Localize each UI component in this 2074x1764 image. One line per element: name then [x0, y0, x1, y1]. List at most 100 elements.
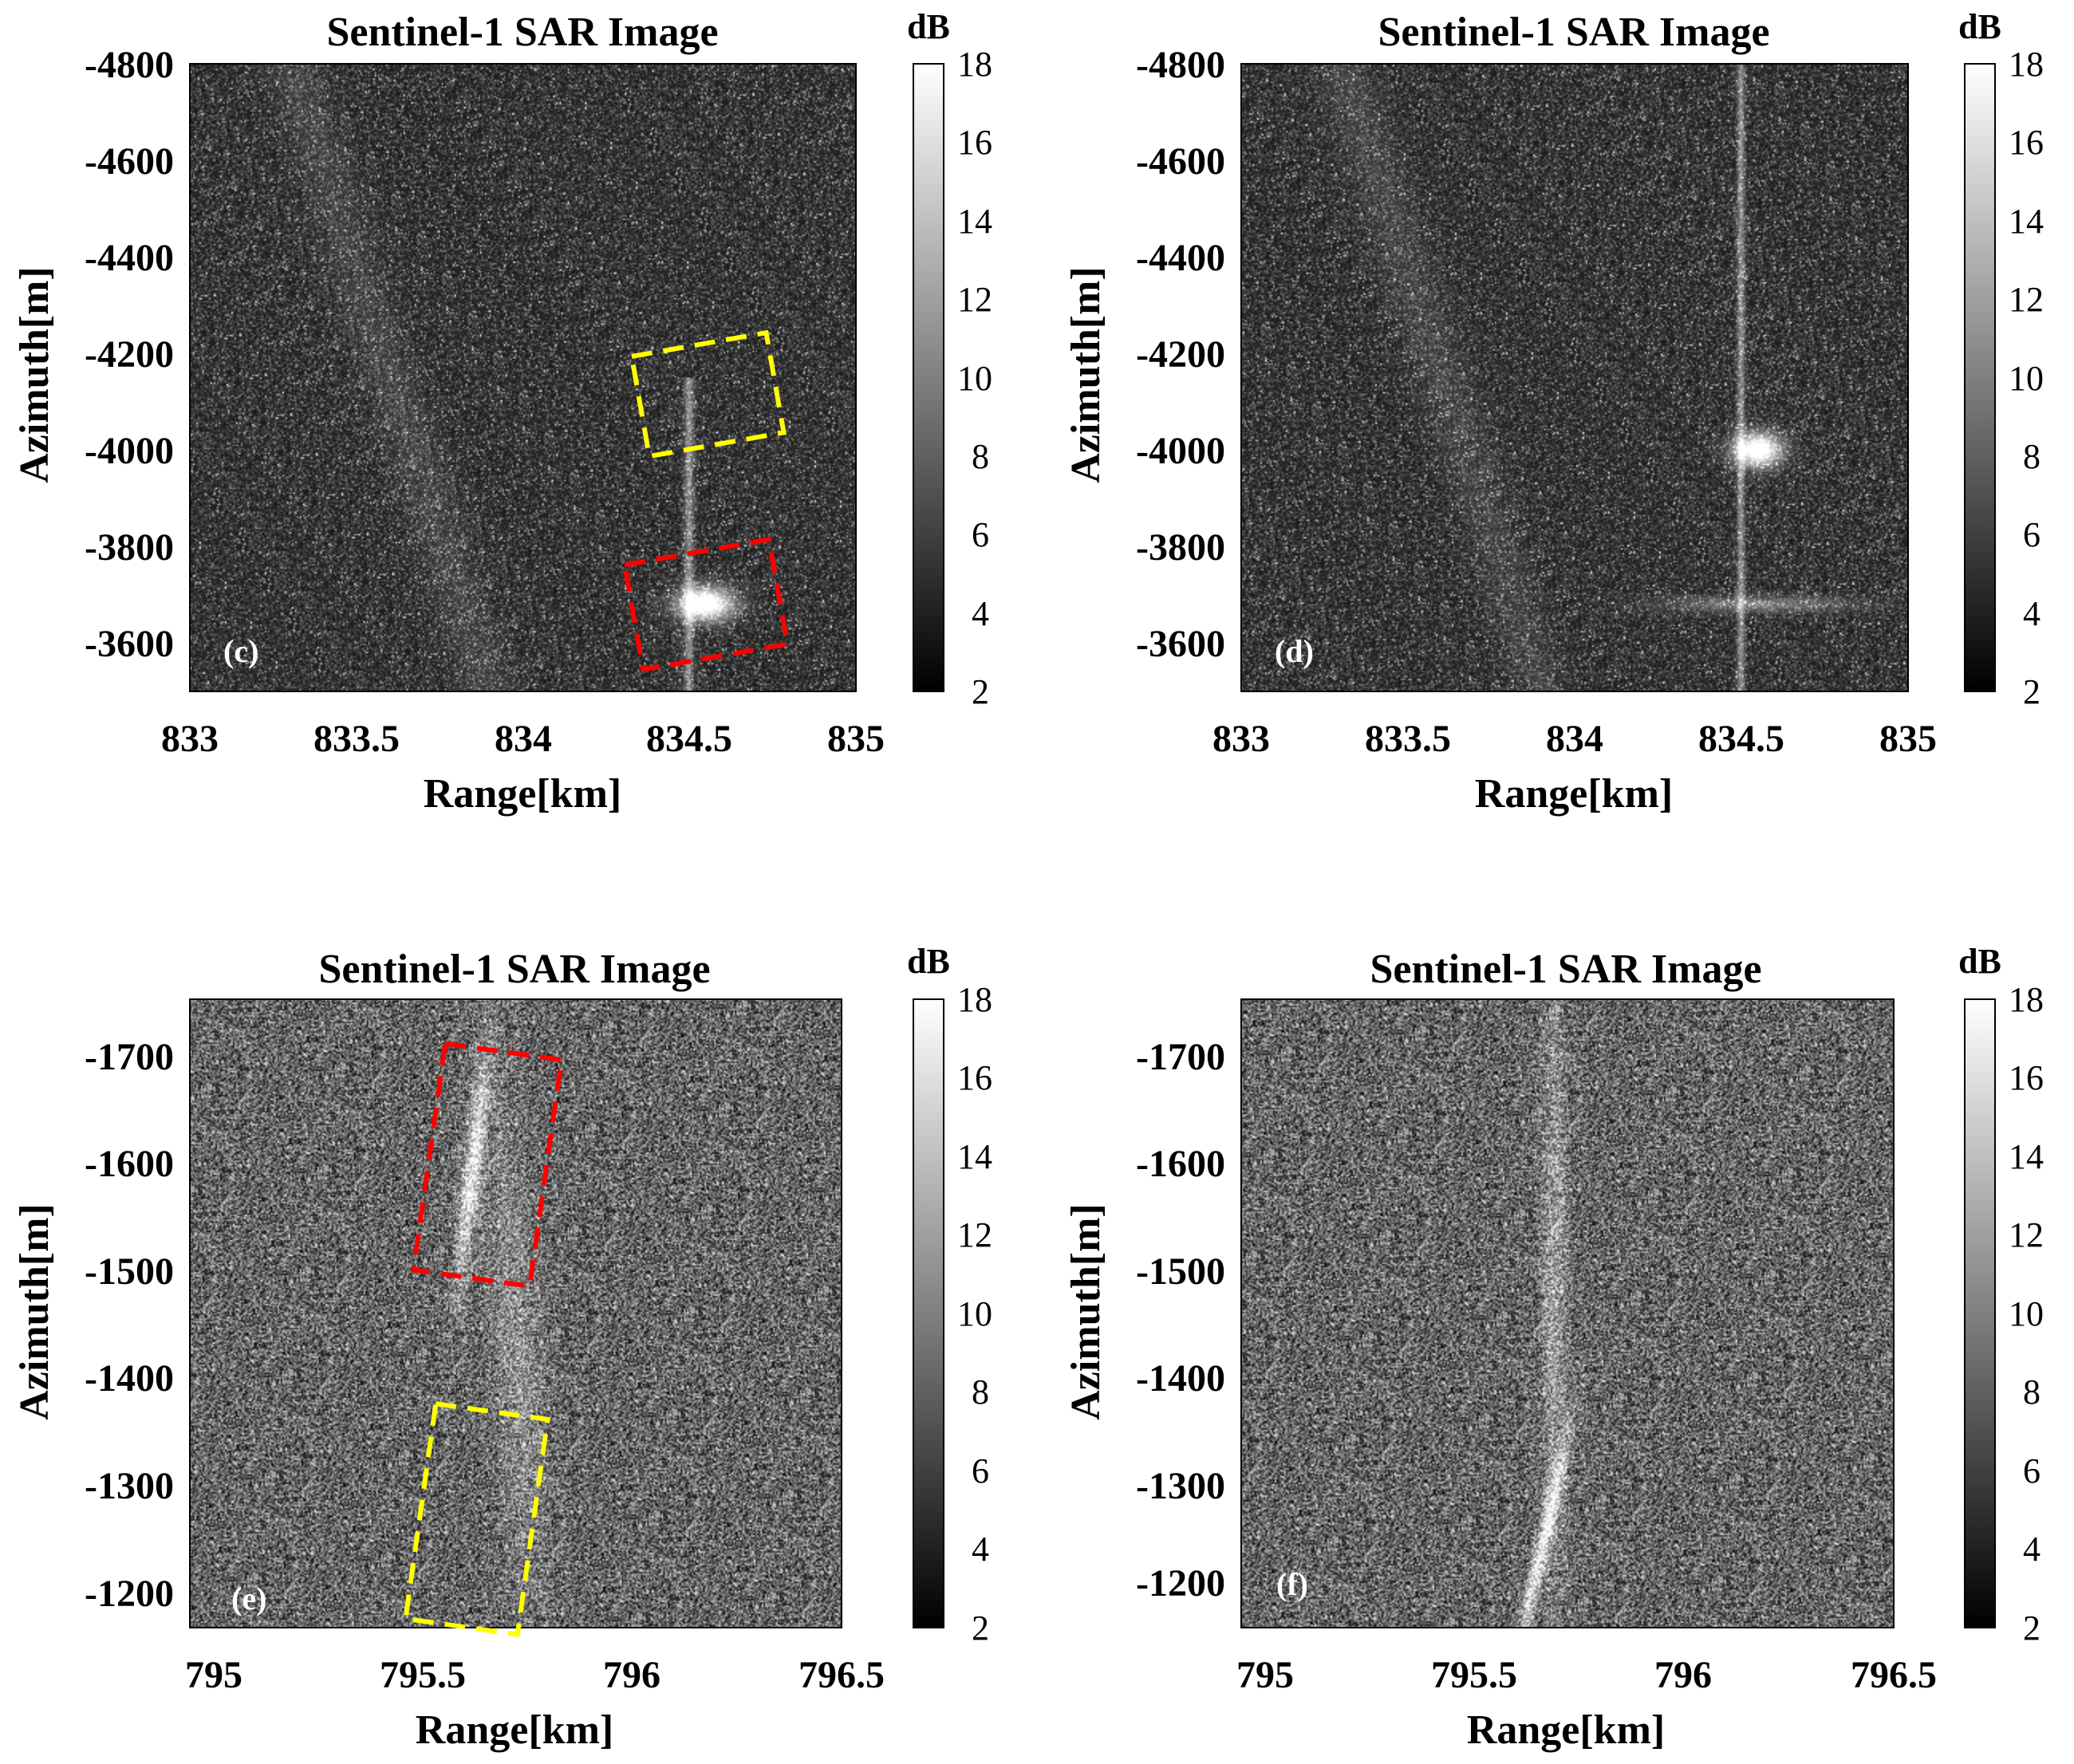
panel-f-cbtick: 10	[2009, 1294, 2044, 1333]
red-highlight-box	[410, 1041, 565, 1290]
panel-d-image	[1241, 64, 1908, 691]
panel-c-cbtick: 14	[957, 202, 992, 241]
panel-e-ytick: -1500	[85, 1250, 174, 1293]
panel-f-title: Sentinel-1 SAR Image	[1370, 947, 1761, 992]
panel-d-ylabel: Azimuth[m]	[1063, 266, 1109, 483]
panel-c: Sentinel-1 SAR Image (c) -4800 -4600 -44…	[12, 7, 992, 817]
panel-c-xtick: 834	[495, 718, 552, 760]
panel-c-cbtick: 16	[957, 123, 992, 162]
panel-e-ytick: -1300	[85, 1465, 174, 1507]
panel-e-cbtick: 2	[972, 1608, 989, 1648]
panel-e-xlabel: Range[km]	[416, 1707, 613, 1753]
panel-c-xtick: 833	[161, 718, 219, 760]
panel-d-cbtick: 4	[2023, 594, 2040, 633]
panel-c-image	[190, 64, 856, 691]
panel-f-cbtick: 12	[2009, 1215, 2044, 1254]
panel-f-cbtick: 16	[2009, 1058, 2044, 1097]
panel-d-ytick: -4600	[1136, 140, 1225, 183]
panel-f-cbtick: 2	[2023, 1608, 2040, 1648]
panel-d-title: Sentinel-1 SAR Image	[1378, 10, 1769, 55]
panel-d-ytick: -3800	[1136, 526, 1225, 569]
panel-c-cbtick: 18	[957, 45, 992, 84]
panel-c-ytick: -4000	[85, 430, 174, 472]
panel-e-xtick: 796.5	[798, 1654, 885, 1696]
panel-c-label: (c)	[223, 633, 258, 669]
panel-c-cbtick: 8	[972, 437, 989, 476]
panel-e-xtick: 796	[603, 1654, 660, 1696]
panel-e-colorbar	[913, 998, 944, 1628]
panel-f-image	[1241, 999, 1894, 1628]
panel-c-cbtick: 12	[957, 280, 992, 319]
panel-d-xtick: 834.5	[1698, 718, 1784, 760]
panel-e-frame	[189, 998, 842, 1628]
panel-c-cbtick: 6	[972, 515, 989, 554]
panel-d-ytick: -3600	[1136, 623, 1225, 665]
panel-c-xtick: 834.5	[646, 718, 732, 760]
panel-c-title: Sentinel-1 SAR Image	[326, 10, 718, 55]
panel-f-ytick: -1200	[1136, 1562, 1225, 1605]
yellow-highlight-box	[629, 329, 787, 459]
panel-f-frame	[1240, 998, 1895, 1628]
panel-f-ylabel: Azimuth[m]	[1063, 1203, 1109, 1420]
panel-d-cbtick: 2	[2023, 672, 2040, 711]
panel-d-cbtick: 14	[2009, 202, 2044, 241]
panel-c-ytick: -4600	[85, 140, 174, 183]
panel-e-colorbar-unit: dB	[907, 942, 950, 981]
panel-e-title: Sentinel-1 SAR Image	[318, 947, 710, 992]
panel-f-colorbar	[1964, 998, 1996, 1628]
panel-f-ytick: -1500	[1136, 1250, 1225, 1293]
panel-c-colorbar	[913, 63, 944, 692]
panel-f-xlabel: Range[km]	[1467, 1707, 1665, 1753]
panel-d-xtick: 834	[1546, 718, 1603, 760]
panel-e-cbtick: 4	[972, 1530, 989, 1569]
panel-c-ytick: -3800	[85, 526, 174, 569]
panel-f-cbtick: 8	[2023, 1372, 2040, 1412]
panel-e-ytick: -1400	[85, 1357, 174, 1400]
panel-c-boxes	[621, 329, 791, 673]
panel-e-xtick: 795	[185, 1654, 242, 1696]
panel-f: Sentinel-1 SAR Image (f) -1700 -1600 -15…	[1063, 942, 2044, 1753]
panel-f-ytick: -1400	[1136, 1357, 1225, 1400]
panel-c-ytick: -4400	[85, 237, 174, 279]
panel-c-cbtick: 4	[972, 594, 989, 633]
panel-e-cbtick: 10	[957, 1294, 992, 1333]
panel-f-xtick: 796.5	[1851, 1654, 1937, 1696]
panel-e-image	[190, 999, 842, 1628]
panel-e-cbtick: 12	[957, 1215, 992, 1254]
panel-c-ytick: -4800	[85, 44, 174, 86]
panel-d-ytick: -4800	[1136, 44, 1225, 86]
panel-d-ytick: -4200	[1136, 333, 1225, 376]
panel-e-label: (e)	[231, 1581, 266, 1616]
panel-d-frame	[1240, 63, 1909, 692]
panel-f-colorbar-unit: dB	[1958, 942, 2001, 981]
panel-d-cbtick: 10	[2009, 359, 2044, 398]
panel-d-xtick: 835	[1879, 718, 1937, 760]
panel-e-cbtick: 8	[972, 1372, 989, 1412]
panel-e: Sentinel-1 SAR Image (e) -1700 -1600 -15…	[12, 942, 992, 1753]
panel-d-cbtick: 8	[2023, 437, 2040, 476]
panel-d-xtick: 833.5	[1365, 718, 1451, 760]
panel-f-cbtick: 18	[2009, 980, 2044, 1019]
panel-d-xlabel: Range[km]	[1475, 771, 1673, 817]
red-highlight-box	[621, 537, 791, 673]
panel-d-colorbar-unit: dB	[1958, 7, 2001, 46]
panel-e-ytick: -1200	[85, 1573, 174, 1615]
panel-d-cbtick: 16	[2009, 123, 2044, 162]
panel-c-frame	[189, 63, 857, 692]
panel-d-xtick: 833	[1212, 718, 1270, 760]
panel-e-ylabel: Azimuth[m]	[12, 1203, 57, 1420]
panel-c-xtick: 833.5	[313, 718, 400, 760]
panel-c-xtick: 835	[827, 718, 885, 760]
panel-e-ytick: -1600	[85, 1143, 174, 1185]
panel-e-cbtick: 6	[972, 1451, 989, 1490]
panel-f-label: (f)	[1276, 1566, 1308, 1602]
panel-e-cbtick: 16	[957, 1058, 992, 1097]
panel-d-cbtick: 6	[2023, 515, 2040, 554]
panel-e-cbtick: 18	[957, 980, 992, 1019]
panel-f-xtick: 795.5	[1431, 1654, 1517, 1696]
panel-e-cbtick: 14	[957, 1137, 992, 1176]
panel-f-ytick: -1300	[1136, 1465, 1225, 1507]
panel-d-colorbar	[1964, 63, 1996, 692]
panel-e-boxes	[403, 1041, 565, 1637]
